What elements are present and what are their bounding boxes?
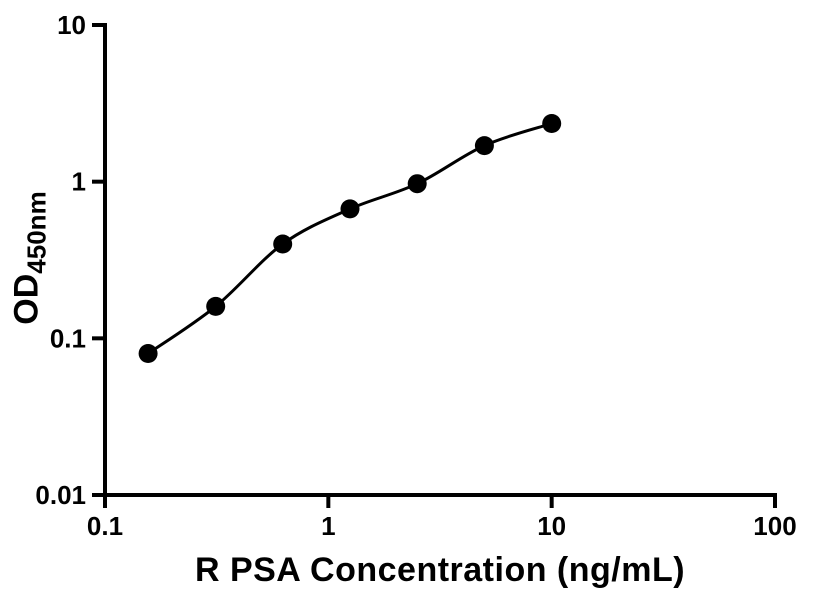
y-tick-label: 10 [57,10,86,40]
y-tick-label: 0.1 [50,323,86,353]
x-axis-title: R PSA Concentration (ng/mL) [194,551,686,589]
y-axis-title: OD450nm [8,191,53,324]
data-point [273,234,293,254]
y-axis-title-main: OD [7,273,46,325]
data-point [206,296,226,316]
x-tick-label: 0.1 [87,511,123,541]
fit-curve [147,122,553,355]
data-point [474,136,494,156]
y-tick-label: 0.01 [35,480,86,510]
x-tick-label: 100 [753,511,796,541]
data-point [407,174,427,194]
data-point [542,114,562,133]
x-tick-label: 10 [537,511,566,541]
data-point [138,344,158,363]
y-tick-label: 1 [72,167,86,197]
y-axis-title-sub: 450nm [21,191,52,274]
data-point [340,199,360,219]
x-tick-label: 1 [321,511,335,541]
